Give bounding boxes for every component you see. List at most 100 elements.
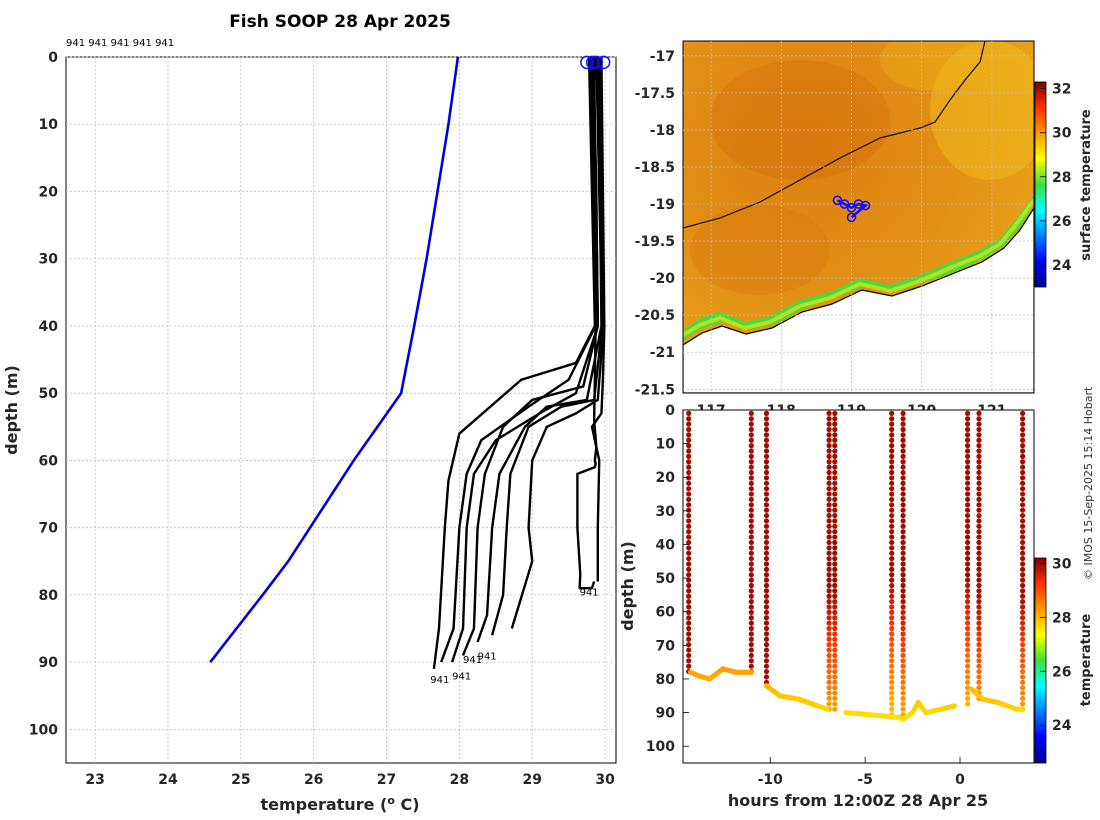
section-dot [1020,636,1026,642]
section-dot [763,453,770,459]
section-dot [748,475,754,481]
section-dot [832,496,838,503]
section-dot [964,496,971,503]
profile-xtick-label: 24 [158,772,178,788]
section-dot [826,448,832,454]
section-dot [900,453,906,459]
section-dot [1020,459,1026,465]
section-dot [976,588,982,594]
section-dot [1020,604,1026,610]
section-dot [976,486,982,492]
section-dot [889,545,895,551]
copyright-watermark: © IMOS 15-Sep-2025 15:14 Hobart [1082,386,1095,580]
section-dot [826,695,832,702]
section-dot [826,663,832,669]
section-dot [748,512,754,519]
section-dot [964,636,971,642]
surface-temperature-map: 117118119120121-17-17.5-18-18.5-19-19.5-… [635,40,1094,419]
section-dot [1020,496,1026,503]
section-dot [889,599,895,605]
section-ytick-label: 70 [656,638,676,654]
section-dot [964,577,971,583]
section-dot [964,443,971,449]
section-dot [976,674,982,680]
section-dot [832,529,838,535]
section-dot [832,566,838,572]
isobath-line [683,41,986,229]
section-dot [976,685,982,691]
section-dot [976,636,982,642]
section-dot [686,652,692,659]
section-dot [964,518,971,524]
profile-series [510,56,605,629]
section-dot [1020,437,1026,443]
section-dot [832,534,838,540]
section-dot [964,625,971,632]
section-dot [826,426,832,433]
section-dot [889,706,895,712]
section-dot [964,448,971,454]
section-dot [976,502,982,508]
section-dot [826,459,832,465]
section-dot [763,523,770,529]
section-dot [748,496,754,503]
section-dot [964,555,971,562]
section-dot [763,593,770,599]
profile-end-label: 941 [463,655,482,666]
section-dot [763,512,770,519]
section-dot [1020,566,1026,572]
map-colorbar-tick-label: 26 [1052,214,1071,230]
section-dot [964,459,971,465]
section-dot [763,572,770,578]
section-dot [832,486,838,492]
section-dot [832,421,838,427]
section-dot [976,593,982,599]
section-dot [964,550,971,556]
section-dot [832,410,838,416]
map-ytick-label: -20 [650,271,676,287]
section-dot [826,572,832,578]
section-dot [900,658,906,664]
section-dot [900,620,906,626]
section-dot [763,636,770,642]
section-dot [826,593,832,599]
section-dot [686,475,692,481]
section-dot [976,469,982,476]
section-dot [832,512,838,519]
section-dot [763,529,770,535]
section-ylabel: depth (m) [618,541,637,631]
section-dot [763,566,770,572]
section-dot [964,561,971,567]
section-dot [964,690,971,696]
section-dot [889,534,895,540]
section-dot [826,599,832,605]
section-dot [1020,642,1026,648]
section-dot [964,480,971,486]
section-colorbar-label: temperature [1079,614,1094,707]
section-dot [763,604,770,610]
section-dot [976,437,982,443]
figure-title: Fish SOOP 28 Apr 2025 [229,12,451,32]
section-dot [748,582,754,589]
section-dot [1020,674,1026,680]
section-dot [832,432,838,438]
section-dot [951,703,957,709]
section-dot [976,668,982,675]
section-dot [1020,432,1026,438]
section-dot [832,615,838,621]
section-dot [763,486,770,492]
section-dot [1020,545,1026,551]
section-dot [832,674,838,680]
section-dot [889,555,895,562]
section-dot [1020,668,1026,675]
section-dot [1020,518,1026,524]
section-dot [1020,625,1026,632]
map-ytick-label: -19.5 [635,234,675,250]
section-dot [763,561,770,567]
section-dot [763,475,770,481]
section-dot [976,663,982,669]
section-dot [964,609,971,615]
section-dot [900,475,906,481]
section-ytick-label: 50 [656,571,676,587]
